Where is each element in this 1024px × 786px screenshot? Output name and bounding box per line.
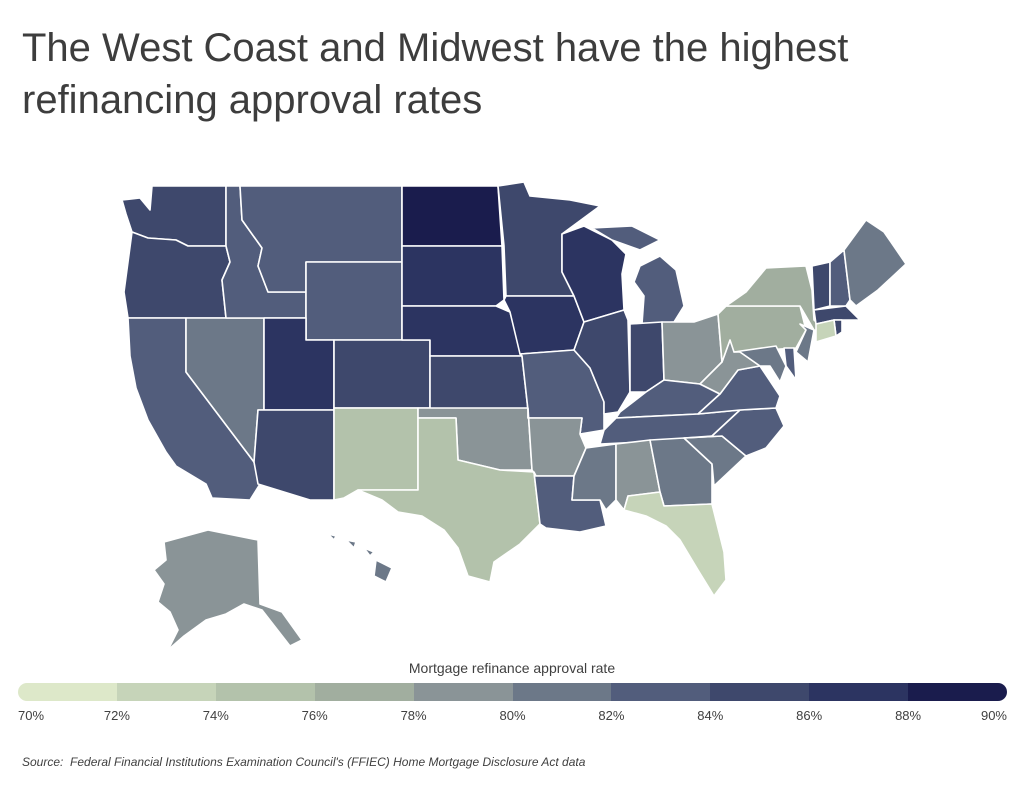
legend-tick-label: 76% bbox=[301, 708, 328, 723]
source-label: Source: bbox=[22, 755, 64, 769]
legend-tick-label: 86% bbox=[796, 708, 823, 723]
legend-tick-label: 70% bbox=[18, 708, 45, 723]
state-ks bbox=[429, 355, 529, 411]
source-note: Source: Federal Financial Institutions E… bbox=[22, 755, 585, 769]
legend-tick-label: 82% bbox=[598, 708, 625, 723]
state-wy bbox=[305, 261, 403, 341]
legend-swatch-4 bbox=[413, 683, 513, 701]
us-choropleth-map bbox=[121, 181, 907, 651]
state-me bbox=[843, 219, 907, 307]
state-nm bbox=[333, 407, 419, 501]
legend-tick-label: 84% bbox=[697, 708, 724, 723]
state-nd bbox=[401, 185, 503, 247]
state-md bbox=[733, 345, 787, 383]
legend-tick-label: 74% bbox=[202, 708, 229, 723]
legend-swatch-3 bbox=[314, 683, 414, 701]
state-nj bbox=[795, 323, 815, 363]
state-il bbox=[573, 309, 631, 415]
state-de bbox=[783, 347, 797, 381]
state-tx bbox=[357, 417, 541, 583]
legend-tick-label: 72% bbox=[103, 708, 130, 723]
legend-title: Mortgage refinance approval rate bbox=[408, 660, 616, 676]
legend-tick-label: 78% bbox=[400, 708, 427, 723]
legend-tick-label: 90% bbox=[980, 708, 1007, 723]
legend-swatch-2 bbox=[215, 683, 315, 701]
state-ak bbox=[153, 529, 303, 651]
legend-tick-label: 88% bbox=[895, 708, 922, 723]
state-vt bbox=[811, 261, 831, 311]
legend-color-bar bbox=[18, 683, 1007, 701]
state-in bbox=[629, 321, 665, 393]
legend-ticks: 70% 72% 74% 76% 78% 80% 82% 84% 86% 88% 90% bbox=[18, 708, 1007, 726]
legend-swatch-9 bbox=[908, 683, 1007, 701]
source-text: Federal Financial Institutions Examinati… bbox=[70, 755, 586, 769]
legend-tick-label: 80% bbox=[499, 708, 526, 723]
legend-swatch-7 bbox=[710, 683, 810, 701]
state-ar bbox=[527, 407, 587, 477]
state-fl bbox=[623, 491, 727, 597]
legend-swatch-5 bbox=[512, 683, 612, 701]
legend-swatch-6 bbox=[611, 683, 711, 701]
state-sd bbox=[401, 245, 505, 307]
chart-title: The West Coast and Midwest have the high… bbox=[22, 26, 849, 122]
state-wi bbox=[561, 225, 627, 323]
state-az bbox=[253, 409, 335, 501]
state-hi bbox=[327, 533, 393, 583]
legend-swatch-8 bbox=[809, 683, 909, 701]
state-co bbox=[333, 339, 431, 409]
legend-swatch-0 bbox=[18, 683, 117, 701]
legend-swatch-1 bbox=[116, 683, 216, 701]
state-ct bbox=[815, 319, 837, 343]
